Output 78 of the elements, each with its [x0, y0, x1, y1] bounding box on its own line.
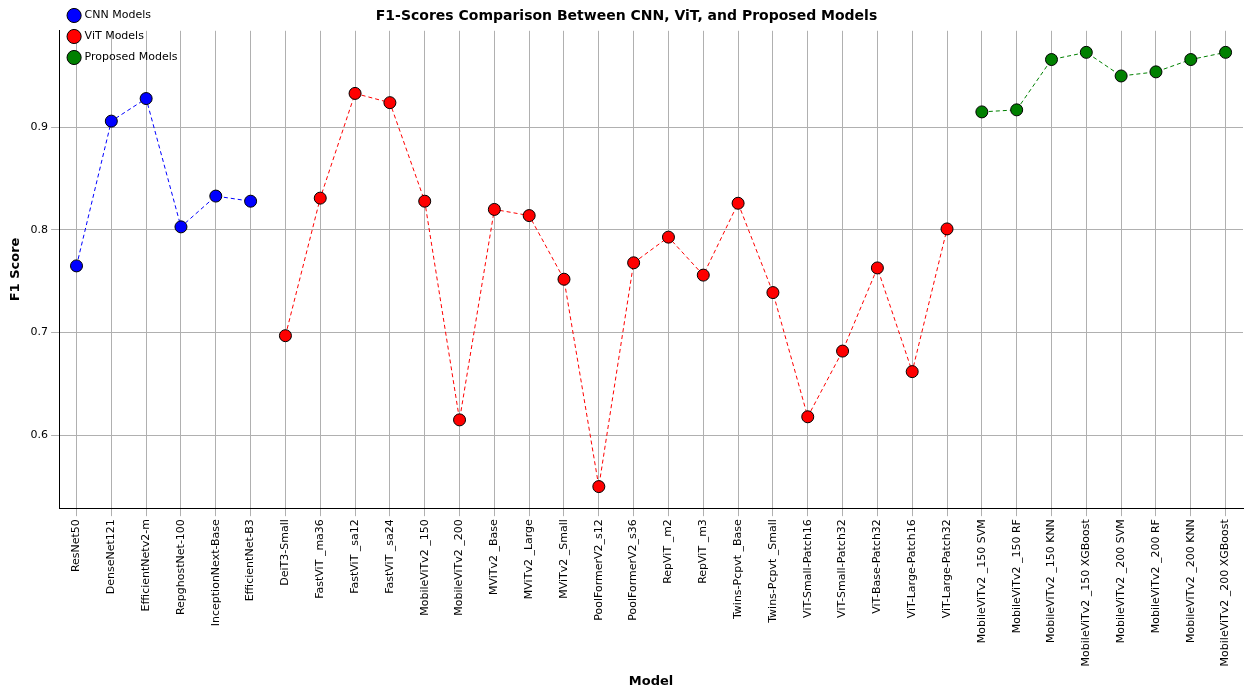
x-tick-label: ViT-Small-Patch32 [835, 519, 849, 618]
point [836, 344, 850, 358]
y-axis-title: F1 Score [7, 237, 23, 302]
x-tick-label: InceptionNext-Base [208, 518, 222, 627]
point [313, 191, 327, 205]
x-tick-label: MobileViTv2 _200 SVM [1113, 519, 1127, 644]
point [348, 86, 362, 100]
x-tick-label: MobileViTv2 _150 RF [1009, 519, 1023, 634]
x-tick-label: FastViT _sa24 [382, 519, 396, 594]
point [104, 114, 118, 128]
x-tick-label: MobileViTv2 _150 [417, 519, 431, 616]
x-tick-label: MobileViTv2 _200 KNN [1183, 519, 1197, 643]
point [1219, 45, 1233, 59]
point [592, 480, 606, 494]
x-tick-label: MobileViTv2 _200 RF [1148, 519, 1162, 634]
x-tick-label: EfficientNetv2-m [139, 519, 152, 612]
point [557, 272, 571, 286]
point [627, 256, 641, 270]
chart-title: F1-Scores Comparison Between CNN, ViT, and Proposed Models [375, 7, 878, 24]
point [661, 230, 675, 244]
x-tick-label: MViTv2 _Small [556, 519, 570, 599]
x-tick-label: RepghostNet-100 [173, 519, 187, 616]
x-tick-label: Twins-Pcpvt _Base [730, 518, 744, 621]
point [870, 261, 884, 275]
x-tick-label: DenseNet121 [104, 519, 118, 595]
x-tick-label: MViTv2 _Large [522, 518, 536, 600]
point [139, 92, 153, 106]
x-tick-label: Twins-Pcpvt _Small [765, 519, 779, 624]
x-tick-label: MobileViTv2 _150 XGBoost [1079, 518, 1093, 667]
x-axis-title: Model [628, 672, 674, 688]
point [1184, 53, 1198, 67]
x-tick-label: MobileViTv2 _150 SVM [974, 519, 988, 644]
legend-label: CNN Models [84, 8, 152, 22]
x-tick-label: MobileViTv2 _150 KNN [1044, 519, 1058, 643]
point [1079, 45, 1093, 59]
x-tick-label: MViTv2 _Base [487, 518, 501, 595]
x-tick-label: EfficientNet-B3 [243, 519, 257, 602]
y-tick-label: 0.6 [30, 428, 49, 442]
y-tick-label: 0.8 [30, 222, 49, 236]
point [1149, 65, 1163, 79]
point [522, 209, 536, 223]
point [731, 196, 745, 210]
x-tick-label: MobileViTv2 _200 [452, 519, 466, 616]
point [70, 259, 83, 273]
x-tick-label: PoolFormerV2_s12 [591, 519, 605, 621]
point [1010, 103, 1024, 117]
x-tick-label: MobileViTv2 _200 XGBoost [1218, 518, 1232, 667]
legend-label: ViT Models [84, 29, 145, 43]
x-tick-label: FastViT _ma36 [313, 519, 327, 599]
point [696, 268, 710, 282]
point [278, 329, 292, 343]
x-tick-label: ViT-Small-Patch16 [800, 519, 814, 618]
y-tick-label: 0.7 [30, 325, 49, 339]
point [383, 96, 397, 110]
point [766, 286, 780, 300]
point [801, 410, 815, 424]
point [487, 202, 501, 216]
point [418, 194, 432, 208]
x-tick-label: FastViT _sa12 [347, 519, 361, 594]
x-tick-label: DeiT3-Small [278, 519, 292, 586]
point [244, 194, 258, 208]
x-tick-label: RepViT _m2 [661, 519, 675, 584]
point [975, 105, 989, 119]
point [1114, 69, 1128, 83]
point [174, 220, 188, 234]
x-tick-label: RepViT _m3 [696, 519, 710, 584]
x-tick-label: ViT-Large-Patch16 [905, 519, 919, 619]
x-tick-label: PoolFormerV2_s36 [626, 519, 640, 621]
point [209, 189, 223, 203]
x-tick-label: ViT-Base-Patch32 [870, 519, 884, 614]
point [940, 222, 954, 236]
x-tick-label: ViT-Large-Patch32 [939, 519, 953, 619]
point [453, 413, 467, 427]
x-tick-label: ResNet50 [69, 519, 83, 573]
legend-label: Proposed Models [84, 50, 178, 64]
point [1044, 53, 1058, 67]
y-tick-label: 0.9 [30, 120, 49, 134]
point [905, 365, 919, 379]
